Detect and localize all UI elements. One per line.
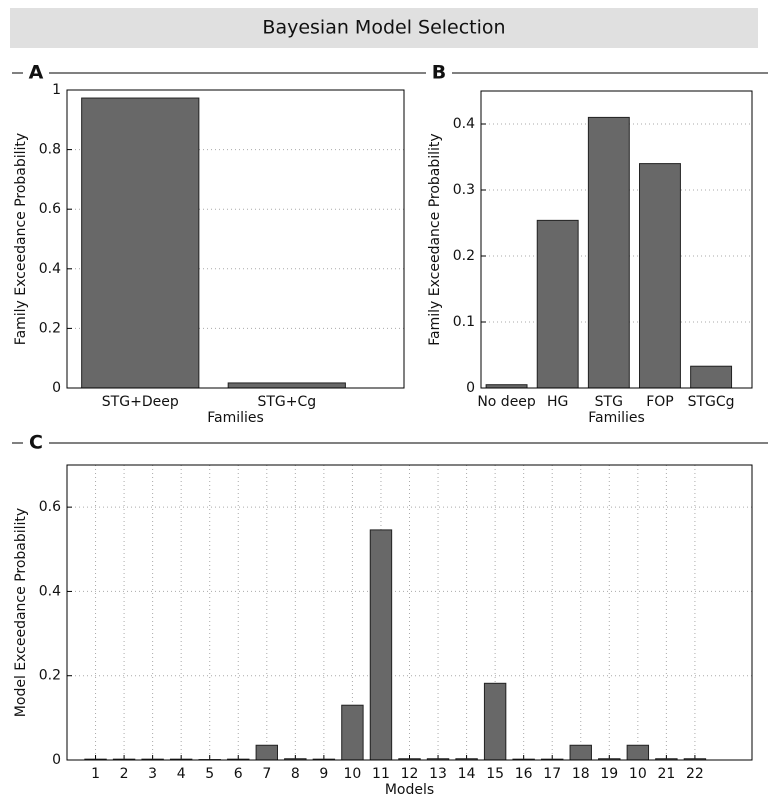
y-tick-label: 0.1 [453, 314, 475, 330]
x-tick-label: HG [547, 394, 568, 410]
x-tick-label: STG [595, 394, 623, 410]
x-tick-label: 2 [120, 766, 129, 782]
y-tick-label: 0.2 [39, 320, 61, 336]
y-axis-label: Family Exceedance Probability [427, 133, 443, 345]
x-axis-label: Families [207, 410, 264, 426]
plot-frame [66, 464, 753, 761]
panel-label: C [29, 432, 43, 454]
x-tick-label: 9 [319, 766, 328, 782]
x-tick-label: 10 [344, 766, 362, 782]
x-tick-label: 19 [600, 766, 618, 782]
y-tick-label: 0 [52, 752, 61, 768]
x-tick-label: 18 [572, 766, 590, 782]
x-tick-label: 22 [686, 766, 704, 782]
x-tick-label: 12 [401, 766, 419, 782]
x-tick-label: 16 [515, 766, 533, 782]
bar [255, 744, 278, 761]
y-tick-label: 0.4 [39, 261, 61, 277]
y-tick-label: 0 [466, 380, 475, 396]
y-tick-label: 0.2 [39, 668, 61, 684]
x-tick-label: 7 [262, 766, 271, 782]
header-band [10, 8, 758, 48]
x-tick-label: STGCg [688, 394, 735, 410]
y-axis-label: Model Exceedance Probability [13, 508, 29, 717]
x-tick-label: 3 [148, 766, 157, 782]
bar [626, 744, 650, 761]
y-tick-label: 0.4 [453, 116, 475, 132]
bar [690, 365, 733, 389]
x-tick-label: STG+Deep [102, 394, 179, 410]
bar [587, 116, 630, 389]
bar [569, 744, 592, 761]
bar [483, 682, 507, 761]
y-tick-label: 0 [52, 380, 61, 396]
x-tick-label: 17 [543, 766, 561, 782]
y-tick-label: 0.4 [39, 583, 61, 599]
y-tick-label: 0.6 [39, 201, 61, 217]
x-tick-label: 6 [234, 766, 243, 782]
x-tick-label: 10 [629, 766, 647, 782]
panel-label: A [29, 62, 44, 84]
bar [369, 529, 393, 761]
x-tick-label: 8 [291, 766, 300, 782]
bar [639, 163, 681, 389]
x-tick-label: FOP [646, 394, 674, 410]
x-tick-label: 11 [372, 766, 390, 782]
x-tick-label: 4 [177, 766, 186, 782]
x-tick-label: 14 [458, 766, 476, 782]
x-tick-label: 1 [91, 766, 100, 782]
y-tick-label: 0.6 [39, 499, 61, 515]
y-tick-label: 0.3 [453, 182, 475, 198]
x-tick-label: 13 [429, 766, 447, 782]
panel-label: B [432, 62, 446, 84]
y-tick-label: 0.2 [453, 248, 475, 264]
x-tick-label: No deep [477, 394, 536, 410]
y-axis-label: Family Exceedance Probability [13, 133, 29, 345]
x-tick-label: STG+Cg [257, 394, 316, 410]
bar [227, 382, 346, 389]
x-axis-label: Families [588, 410, 645, 426]
plot-frame [66, 89, 405, 389]
bar [81, 97, 200, 389]
y-tick-label: 0.8 [39, 142, 61, 158]
y-tick-label: 1 [52, 82, 61, 98]
x-axis-label: Models [385, 782, 434, 798]
x-tick-label: 21 [657, 766, 675, 782]
plot-frame [480, 90, 753, 389]
x-tick-label: 15 [486, 766, 504, 782]
bar [536, 219, 579, 389]
x-tick-label: 5 [205, 766, 214, 782]
bar [341, 704, 364, 761]
figure-title: Bayesian Model Selection [262, 17, 505, 39]
